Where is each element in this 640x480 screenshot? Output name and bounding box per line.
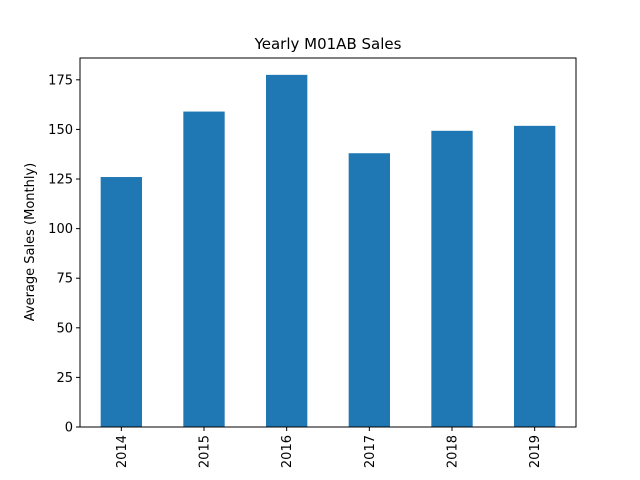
x-tick-label: 2015 [198,435,213,468]
y-tick-label: 0 [65,421,73,436]
y-tick-label: 25 [56,371,73,386]
bar [514,125,556,427]
y-tick-label: 125 [48,173,73,188]
bar [431,130,473,428]
bar [100,177,142,427]
y-tick-label: 50 [56,321,73,336]
y-tick-label: 150 [48,123,73,138]
y-tick-label: 175 [48,73,73,88]
bar [183,111,225,427]
y-axis-label: Average Sales (Monthly) [23,163,38,321]
y-tick-label: 100 [48,222,73,237]
bar [266,74,308,427]
x-tick-label: 2017 [363,435,378,468]
plot-frame [79,57,577,428]
y-tick-label: 75 [56,272,73,287]
chart-title: Yearly M01AB Sales [254,35,402,53]
x-tick-label: 2014 [115,435,130,468]
x-tick-label: 2019 [528,435,543,468]
x-tick-label: 2018 [446,435,461,468]
x-tick-label: 2016 [280,435,295,468]
bar [348,153,390,427]
